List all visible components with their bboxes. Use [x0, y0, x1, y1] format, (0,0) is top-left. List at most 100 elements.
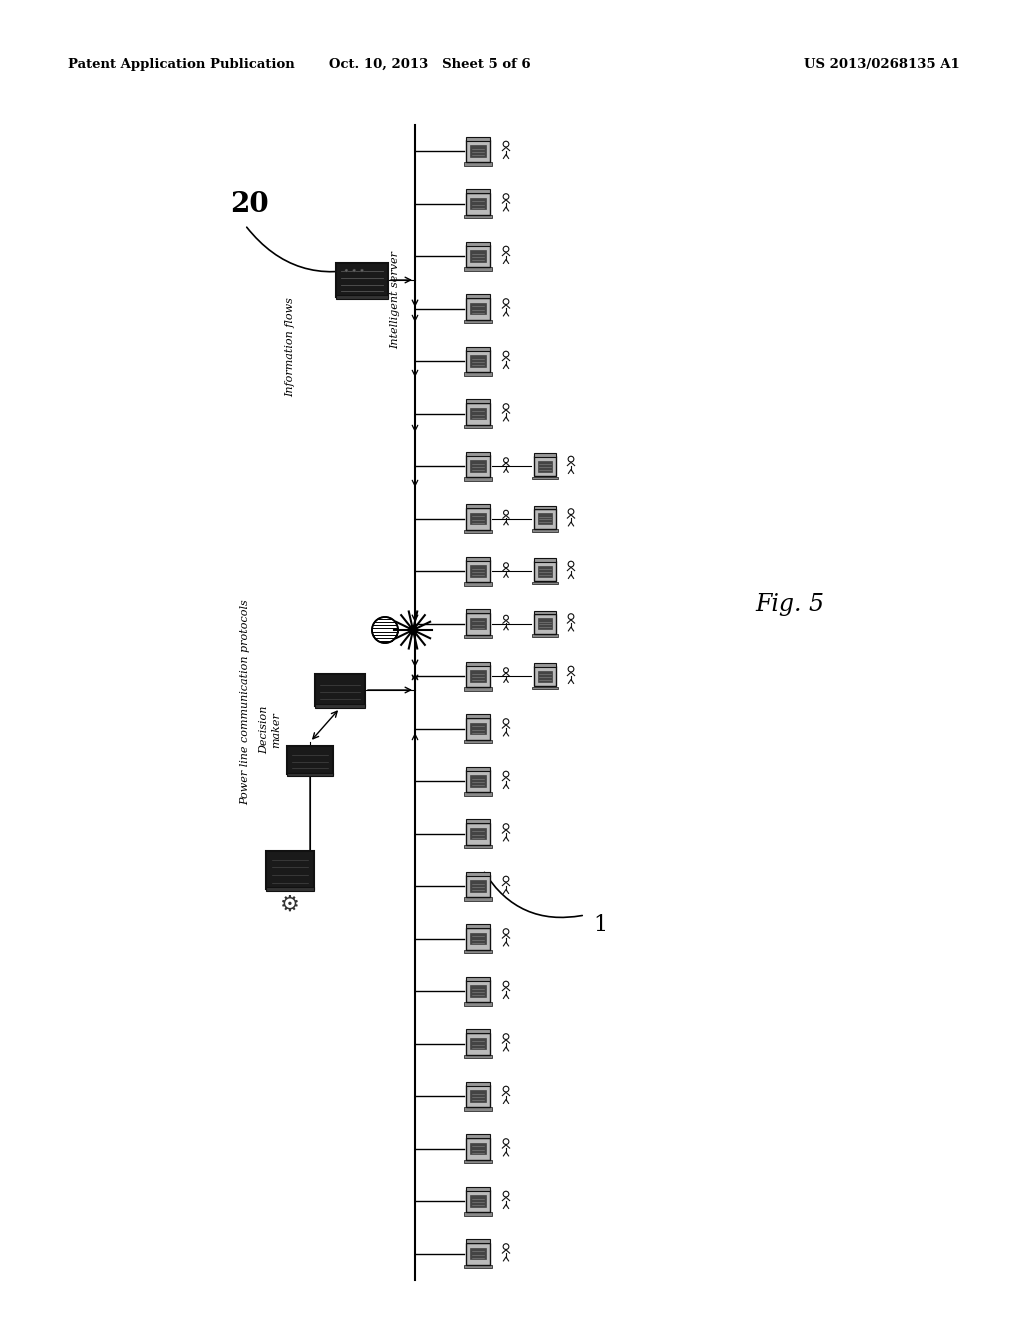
Circle shape: [504, 615, 509, 620]
Bar: [538, 461, 552, 471]
Circle shape: [503, 1139, 509, 1144]
Circle shape: [568, 508, 573, 515]
Circle shape: [568, 614, 573, 619]
Bar: [464, 529, 492, 533]
Circle shape: [503, 404, 509, 409]
Bar: [464, 1002, 492, 1006]
Bar: [470, 145, 485, 157]
Bar: [466, 1134, 489, 1138]
Bar: [470, 512, 485, 524]
Bar: [464, 478, 492, 480]
Bar: [466, 875, 489, 898]
Bar: [466, 350, 489, 372]
Bar: [470, 618, 485, 630]
Text: Patent Application Publication: Patent Application Publication: [68, 58, 295, 71]
Bar: [466, 190, 489, 193]
Circle shape: [503, 1243, 509, 1250]
Bar: [464, 792, 492, 796]
Bar: [535, 611, 556, 614]
Bar: [470, 251, 485, 261]
Bar: [466, 873, 489, 876]
Bar: [470, 933, 485, 945]
Circle shape: [568, 457, 573, 462]
Circle shape: [409, 626, 417, 634]
Bar: [470, 671, 485, 682]
Bar: [470, 828, 485, 840]
Circle shape: [504, 458, 509, 462]
Bar: [470, 1247, 485, 1259]
Bar: [466, 508, 489, 529]
Bar: [466, 403, 489, 425]
Bar: [535, 561, 556, 581]
Text: ⚙: ⚙: [280, 895, 300, 915]
Bar: [470, 985, 485, 997]
Bar: [466, 771, 489, 792]
Bar: [470, 302, 485, 314]
Circle shape: [352, 269, 355, 272]
Circle shape: [360, 269, 364, 272]
Bar: [470, 461, 485, 473]
Text: Fig. 5: Fig. 5: [756, 594, 824, 616]
Bar: [470, 565, 485, 577]
Bar: [470, 1196, 485, 1206]
Bar: [466, 1032, 489, 1055]
Bar: [336, 296, 388, 300]
Text: Information flows: Information flows: [285, 297, 295, 397]
Bar: [535, 508, 556, 529]
Bar: [336, 263, 388, 297]
Bar: [464, 582, 492, 586]
Bar: [466, 347, 489, 351]
Bar: [466, 665, 489, 688]
Text: US 2013/0268135 A1: US 2013/0268135 A1: [804, 58, 961, 71]
Text: 20: 20: [230, 191, 268, 219]
Bar: [466, 1138, 489, 1160]
Bar: [466, 977, 489, 981]
Bar: [470, 1038, 485, 1049]
Bar: [466, 718, 489, 739]
Bar: [464, 1055, 492, 1059]
Bar: [287, 772, 333, 776]
Bar: [464, 741, 492, 743]
Bar: [466, 560, 489, 582]
Bar: [470, 1143, 485, 1155]
Circle shape: [568, 561, 573, 568]
Bar: [464, 898, 492, 900]
Bar: [466, 661, 489, 665]
Bar: [532, 634, 558, 638]
Circle shape: [503, 1034, 509, 1039]
Bar: [466, 1239, 489, 1243]
Bar: [466, 1030, 489, 1034]
Bar: [466, 294, 489, 298]
Text: Intelligent server: Intelligent server: [390, 251, 400, 348]
Bar: [470, 775, 485, 787]
Bar: [464, 372, 492, 376]
Bar: [466, 981, 489, 1002]
Text: Power line communication protocols: Power line communication protocols: [240, 599, 250, 805]
Bar: [538, 618, 552, 630]
Circle shape: [503, 824, 509, 829]
Bar: [466, 246, 489, 267]
Bar: [470, 1090, 485, 1102]
Bar: [470, 880, 485, 892]
Circle shape: [372, 616, 398, 643]
Circle shape: [503, 876, 509, 882]
Bar: [266, 851, 314, 888]
Circle shape: [503, 718, 509, 725]
Text: Decision
maker: Decision maker: [259, 706, 281, 754]
Bar: [464, 1265, 492, 1269]
Bar: [464, 1107, 492, 1110]
Circle shape: [503, 981, 509, 987]
Bar: [470, 355, 485, 367]
Bar: [532, 582, 558, 585]
Bar: [535, 453, 556, 457]
Bar: [470, 723, 485, 734]
Bar: [538, 566, 552, 577]
Bar: [464, 635, 492, 638]
Bar: [466, 1191, 489, 1212]
Text: 1: 1: [593, 913, 607, 936]
Bar: [464, 425, 492, 428]
Bar: [315, 675, 365, 706]
Circle shape: [503, 1191, 509, 1197]
Bar: [466, 714, 489, 718]
Bar: [466, 242, 489, 246]
